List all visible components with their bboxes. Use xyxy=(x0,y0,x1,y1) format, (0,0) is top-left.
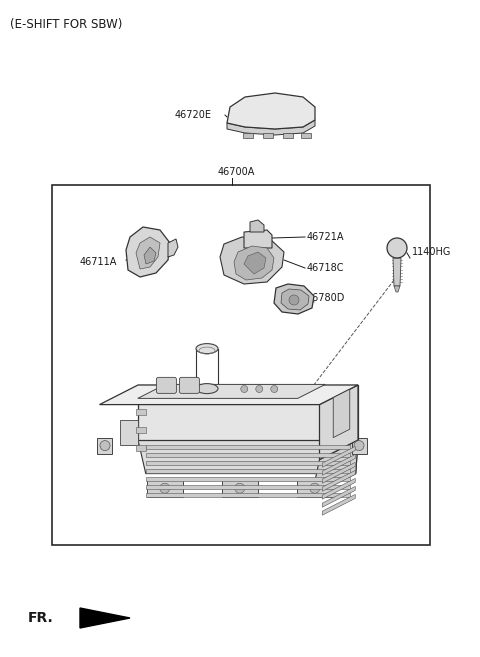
Polygon shape xyxy=(244,252,266,274)
Text: 46720E: 46720E xyxy=(175,110,212,120)
Text: FR.: FR. xyxy=(28,611,54,625)
Polygon shape xyxy=(146,493,350,497)
Polygon shape xyxy=(227,120,315,135)
Polygon shape xyxy=(146,469,350,473)
Circle shape xyxy=(271,386,278,392)
Polygon shape xyxy=(322,470,355,491)
Polygon shape xyxy=(322,495,355,515)
Circle shape xyxy=(387,238,407,258)
Polygon shape xyxy=(333,389,350,438)
Text: 46700A: 46700A xyxy=(218,167,255,177)
Polygon shape xyxy=(243,133,253,138)
Circle shape xyxy=(100,441,110,451)
Polygon shape xyxy=(322,446,355,467)
Polygon shape xyxy=(146,453,350,457)
Polygon shape xyxy=(168,239,178,257)
Polygon shape xyxy=(352,438,367,453)
Polygon shape xyxy=(322,463,355,483)
Polygon shape xyxy=(322,486,355,507)
Polygon shape xyxy=(227,93,315,129)
Circle shape xyxy=(235,483,245,493)
Polygon shape xyxy=(283,133,293,138)
Text: 46721A: 46721A xyxy=(307,232,345,242)
Text: 1140HG: 1140HG xyxy=(412,247,451,257)
Polygon shape xyxy=(322,455,355,475)
Polygon shape xyxy=(136,237,160,269)
Polygon shape xyxy=(274,284,314,314)
Polygon shape xyxy=(146,485,350,489)
Polygon shape xyxy=(394,286,400,292)
Polygon shape xyxy=(80,608,130,628)
Circle shape xyxy=(256,386,263,392)
Polygon shape xyxy=(220,237,284,284)
Circle shape xyxy=(354,441,364,451)
Ellipse shape xyxy=(196,384,218,394)
Polygon shape xyxy=(97,438,112,453)
Polygon shape xyxy=(147,479,183,497)
Text: 46718C: 46718C xyxy=(307,263,345,273)
Polygon shape xyxy=(301,133,311,138)
Circle shape xyxy=(310,483,320,493)
Polygon shape xyxy=(312,440,358,496)
Polygon shape xyxy=(144,247,156,264)
Polygon shape xyxy=(138,385,358,440)
Polygon shape xyxy=(146,445,350,449)
Polygon shape xyxy=(322,478,355,499)
Circle shape xyxy=(289,295,299,305)
Polygon shape xyxy=(138,384,325,398)
Polygon shape xyxy=(146,461,350,465)
FancyBboxPatch shape xyxy=(156,377,177,394)
Polygon shape xyxy=(281,289,309,310)
Bar xyxy=(136,445,146,451)
Polygon shape xyxy=(393,258,401,286)
Polygon shape xyxy=(234,246,274,280)
Bar xyxy=(136,409,146,415)
Polygon shape xyxy=(250,220,264,232)
FancyBboxPatch shape xyxy=(180,377,199,394)
Polygon shape xyxy=(146,477,350,481)
Polygon shape xyxy=(320,385,358,460)
Polygon shape xyxy=(263,133,273,138)
Polygon shape xyxy=(222,479,258,497)
Polygon shape xyxy=(138,440,358,474)
Circle shape xyxy=(160,483,170,493)
Polygon shape xyxy=(297,479,333,497)
Text: 46711A: 46711A xyxy=(80,257,118,267)
Ellipse shape xyxy=(196,344,218,353)
Polygon shape xyxy=(126,227,170,277)
Polygon shape xyxy=(244,230,272,248)
Circle shape xyxy=(241,386,248,392)
Polygon shape xyxy=(99,385,358,405)
Text: 46780D: 46780D xyxy=(307,293,346,303)
Text: (E-SHIFT FOR SBW): (E-SHIFT FOR SBW) xyxy=(10,18,122,31)
Bar xyxy=(52,185,430,545)
Polygon shape xyxy=(120,420,138,445)
Bar xyxy=(136,427,146,433)
